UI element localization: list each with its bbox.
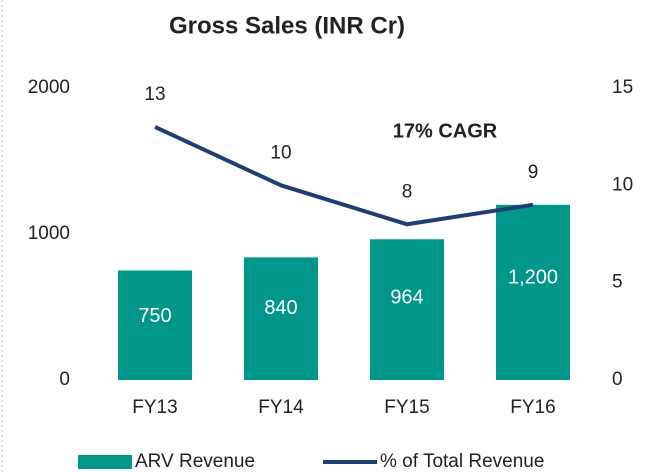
bar-value-label: 840 xyxy=(264,297,297,319)
y-tick-label: 1000 xyxy=(28,223,70,244)
y2-tick-label: 0 xyxy=(612,369,623,390)
line-value-label: 10 xyxy=(270,142,291,163)
bar-value-label: 750 xyxy=(138,305,171,327)
line xyxy=(154,125,534,227)
y2-tick-label: 15 xyxy=(612,77,633,98)
line-value-label: 13 xyxy=(144,84,165,105)
bar xyxy=(244,257,318,380)
x-tick-label: FY13 xyxy=(132,397,177,418)
line-value-label: 9 xyxy=(528,162,539,183)
bar-value-label: 1,200 xyxy=(508,267,558,289)
y-tick-label: 0 xyxy=(59,369,70,390)
x-tick-label: FY16 xyxy=(510,397,555,418)
y-tick-label: 2000 xyxy=(28,77,70,98)
legend-label: % of Total Revenue xyxy=(380,451,544,472)
y2-tick-label: 10 xyxy=(612,174,633,195)
bar xyxy=(118,270,192,380)
y2-tick-label: 5 xyxy=(612,272,623,293)
legend-label: ARV Revenue xyxy=(135,451,255,472)
annotation: 17% CAGR xyxy=(393,120,498,142)
line-value-label: 8 xyxy=(402,181,413,202)
bar xyxy=(496,204,570,380)
chart-title: Gross Sales (INR Cr) xyxy=(169,12,405,39)
x-tick-label: FY15 xyxy=(384,397,429,418)
bar-value-label: 964 xyxy=(390,287,423,309)
legend-swatch xyxy=(78,455,132,469)
x-tick-label: FY14 xyxy=(258,397,304,418)
bar xyxy=(370,239,444,380)
